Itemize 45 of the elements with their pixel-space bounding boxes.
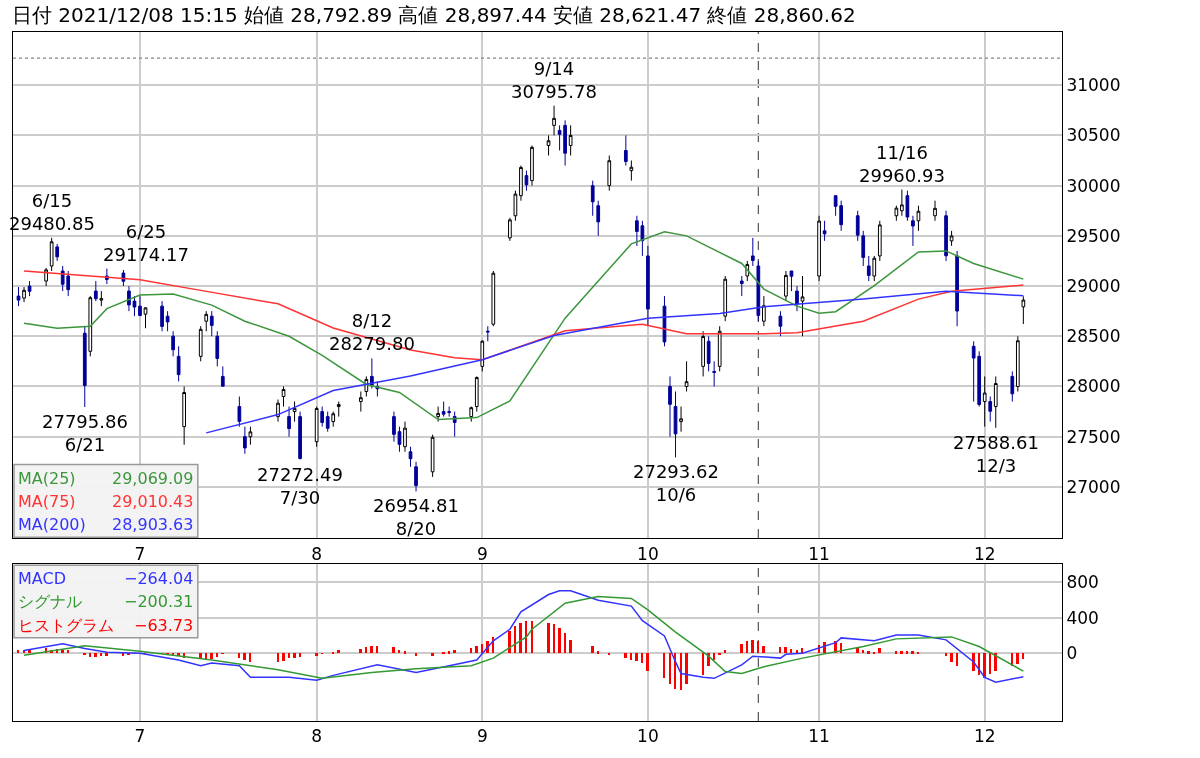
y-tick-label: 30500 <box>1066 125 1121 146</box>
annotation: 29,010.43 <box>112 492 194 511</box>
text: MACD <box>18 569 66 588</box>
y-tick-label: 800 <box>1066 571 1099 592</box>
annotation: 27588.61 12/3 <box>953 432 1039 477</box>
x-tick-label: 10 <box>637 543 659 564</box>
y-tick-label: 27000 <box>1066 476 1121 497</box>
x-tick-label: 9 <box>476 543 488 564</box>
y-tick-label: 29500 <box>1066 225 1121 246</box>
y-tick-label: 30000 <box>1066 175 1121 196</box>
y-tick-label: 27500 <box>1066 426 1121 447</box>
text: MA(25) <box>18 469 76 488</box>
annotation: 6/25 29174.17 <box>103 221 189 266</box>
x-tick-label: 9 <box>476 726 488 747</box>
x-tick-label: 8 <box>311 543 323 564</box>
x-tick-label: 11 <box>808 726 830 747</box>
x-tick-label: 7 <box>134 726 146 747</box>
annotation: 28,903.63 <box>112 515 194 534</box>
annotation: 27795.86 6/21 <box>42 411 128 456</box>
annotation: −264.04 <box>124 569 194 588</box>
text: MA(200) <box>18 515 86 534</box>
y-tick-label: 0 <box>1066 643 1078 664</box>
y-tick-label: 29000 <box>1066 276 1121 297</box>
x-tick-label: 7 <box>134 543 146 564</box>
x-tick-label: 12 <box>973 543 996 564</box>
text: MA(75) <box>18 492 76 511</box>
x-tick-label: 10 <box>637 726 659 747</box>
x-tick-label: 11 <box>808 543 830 564</box>
series-label: ヒストグラム <box>18 616 114 635</box>
chart-title: 日付 2021/12/08 15:15 始値 28,792.89 高値 28,897.44 安値 28,621.47 終値 28,860.62 <box>12 3 856 27</box>
x-tick-label: 12 <box>973 726 996 747</box>
annotation: 9/14 30795.78 <box>511 58 597 103</box>
annotation: 11/16 29960.93 <box>859 142 945 187</box>
y-tick-label: 400 <box>1066 607 1099 628</box>
annotation: −200.31 <box>124 592 194 611</box>
x-tick-label: 8 <box>311 726 323 747</box>
annotation: −63.73 <box>134 616 194 635</box>
text: シグナル <box>18 592 82 611</box>
y-tick-label: 28000 <box>1066 376 1121 397</box>
annotation: 27293.62 10/6 <box>633 461 719 506</box>
annotation: 27272.49 7/30 <box>257 464 343 509</box>
annotation: 29,069.09 <box>112 469 194 488</box>
y-tick-label: 31000 <box>1066 75 1121 96</box>
annotation: 26954.81 8/20 <box>373 495 459 540</box>
y-tick-label: 28500 <box>1066 326 1121 347</box>
